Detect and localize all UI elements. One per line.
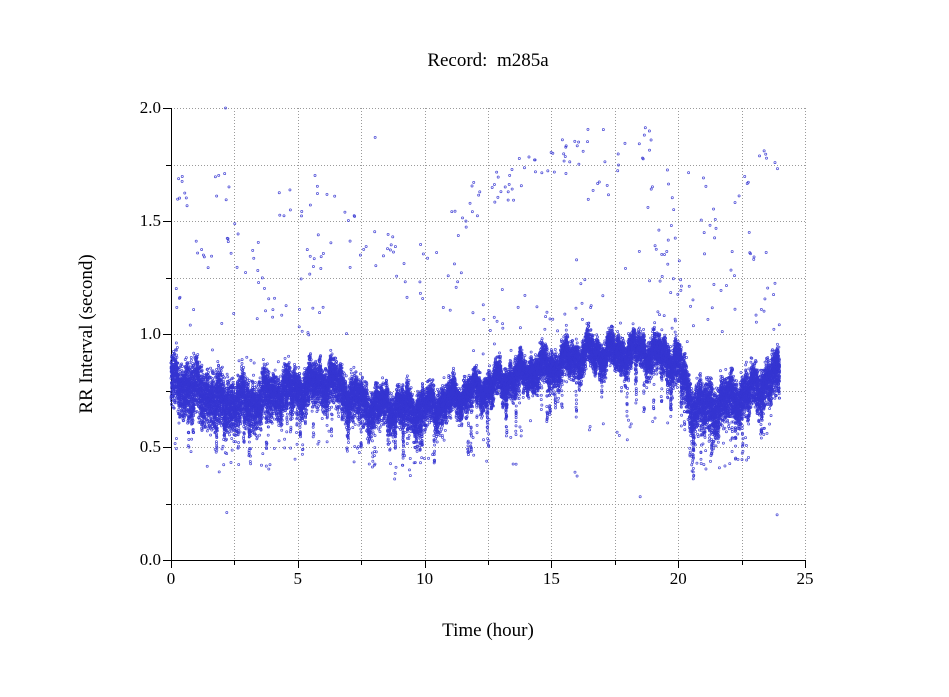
y-tick-label: 1.0: [139, 324, 161, 343]
y-tick-label: 2.0: [139, 98, 161, 117]
y-tick-label: 0.0: [139, 550, 161, 569]
y-tick-label: 0.5: [139, 437, 161, 456]
y-tick-label: 1.5: [139, 211, 161, 230]
x-tick-label: 0: [166, 569, 176, 588]
x-tick-label: 20: [669, 569, 687, 588]
x-tick-label: 5: [293, 569, 303, 588]
chart-title: Record: m285a: [427, 50, 549, 71]
y-axis-label: RR Interval (second): [76, 254, 97, 414]
x-tick-label: 10: [416, 569, 434, 588]
x-tick-label: 25: [796, 569, 814, 588]
x-axis-label: Time (hour): [442, 620, 534, 641]
x-tick-label: 15: [542, 569, 560, 588]
